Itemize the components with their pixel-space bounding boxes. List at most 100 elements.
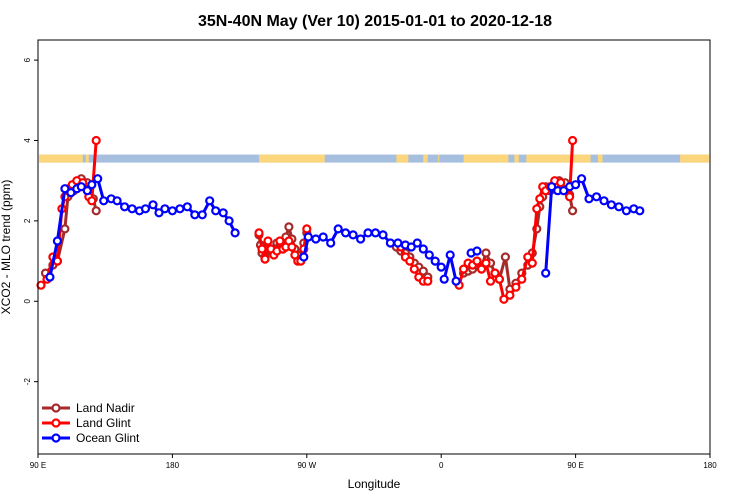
- data-point: [76, 182, 86, 192]
- land-strip-segment: [514, 154, 519, 163]
- x-tick-label: 90 E: [567, 461, 583, 470]
- x-tick-label: 0: [439, 461, 444, 470]
- data-point: [87, 196, 97, 206]
- data-point: [182, 202, 192, 212]
- data-point: [154, 208, 164, 218]
- data-point: [348, 230, 358, 240]
- x-axis: 90 E 180 90 W 0 90 E 180: [30, 454, 717, 470]
- y-tick-label: 4: [23, 138, 32, 143]
- data-point: [378, 230, 388, 240]
- land-strip-segment: [85, 154, 89, 163]
- data-point: [211, 206, 221, 216]
- data-point: [197, 210, 207, 220]
- data-point: [451, 276, 461, 286]
- data-point: [299, 252, 309, 262]
- data-point: [564, 192, 575, 202]
- data-point: [66, 188, 76, 198]
- data-point: [567, 135, 578, 146]
- legend-label: Ocean Glint: [76, 431, 140, 445]
- data-point: [284, 222, 294, 232]
- series-line: [457, 140, 575, 301]
- data-point: [547, 182, 557, 192]
- data-point: [481, 258, 491, 268]
- data-point: [606, 200, 617, 210]
- data-point: [567, 206, 578, 216]
- data-point: [406, 242, 416, 252]
- land-strip-segment: [39, 154, 83, 163]
- data-point: [570, 180, 581, 190]
- data-point: [140, 204, 151, 214]
- data-point: [87, 180, 97, 190]
- data-point: [333, 224, 343, 234]
- x-tick-label: 180: [703, 461, 717, 470]
- data-point: [481, 248, 491, 258]
- data-point: [356, 234, 366, 244]
- data-point: [532, 204, 542, 214]
- land-strip-segment: [259, 154, 325, 163]
- data-point: [523, 252, 533, 262]
- x-tick-label: 90 E: [30, 461, 46, 470]
- data-point: [591, 192, 602, 202]
- land-strip-segment: [680, 154, 709, 163]
- data-point: [119, 202, 130, 212]
- data-point: [472, 256, 482, 266]
- land-strip-segment: [463, 154, 509, 163]
- data-point: [393, 238, 403, 248]
- legend-label: Land Glint: [76, 416, 131, 430]
- data-point: [260, 254, 270, 264]
- data-point: [576, 174, 587, 184]
- data-point: [409, 264, 419, 274]
- data-point: [318, 232, 328, 242]
- data-point: [494, 274, 504, 284]
- data-point: [439, 274, 449, 284]
- data-point: [363, 228, 373, 238]
- data-point: [148, 200, 158, 210]
- data-point: [527, 258, 537, 268]
- legend-entry: Land Glint: [42, 416, 131, 430]
- data-point: [341, 228, 351, 238]
- data-point: [218, 208, 228, 218]
- data-point: [505, 290, 515, 300]
- data-point: [263, 236, 273, 246]
- data-point: [52, 236, 63, 246]
- data-point: [614, 202, 624, 212]
- land-strip-segment: [526, 154, 591, 163]
- x-tick-label: 180: [166, 461, 180, 470]
- y-tick-label: -2: [23, 378, 32, 386]
- data-point: [385, 238, 395, 248]
- chart-title: 35N-40N May (Ver 10) 2015-01-01 to 2020-…: [198, 13, 552, 30]
- legend-entry: Ocean Glint: [42, 431, 140, 445]
- legend-swatch-marker: [51, 433, 61, 443]
- data-point: [326, 238, 336, 248]
- data-point: [535, 194, 545, 204]
- land-strip-segment: [438, 154, 440, 163]
- data-point: [472, 246, 482, 256]
- data-point: [559, 186, 569, 196]
- y-axis: -2 0 2 4 6: [23, 57, 38, 385]
- legend-label: Land Nadir: [76, 401, 135, 415]
- data-point: [430, 256, 440, 266]
- data-point: [205, 196, 215, 206]
- data-point: [485, 276, 496, 286]
- legend-swatch-marker: [51, 403, 61, 413]
- data-point: [82, 186, 92, 196]
- data-point: [167, 206, 177, 216]
- data-point: [254, 228, 264, 238]
- plot-frame: [37, 39, 711, 455]
- data-point: [45, 272, 55, 282]
- data-point: [175, 204, 185, 214]
- data-point: [459, 264, 469, 274]
- data-point: [230, 228, 240, 238]
- series-ocean-glint: [45, 174, 645, 286]
- data-point: [311, 234, 321, 244]
- data-point: [127, 204, 137, 214]
- data-point: [412, 238, 422, 248]
- data-point: [500, 252, 510, 262]
- data-point: [445, 250, 455, 260]
- data-point: [424, 250, 434, 260]
- legend-entry: Land Nadir: [42, 401, 135, 415]
- data-point: [60, 184, 70, 194]
- legend-swatch-marker: [51, 418, 61, 428]
